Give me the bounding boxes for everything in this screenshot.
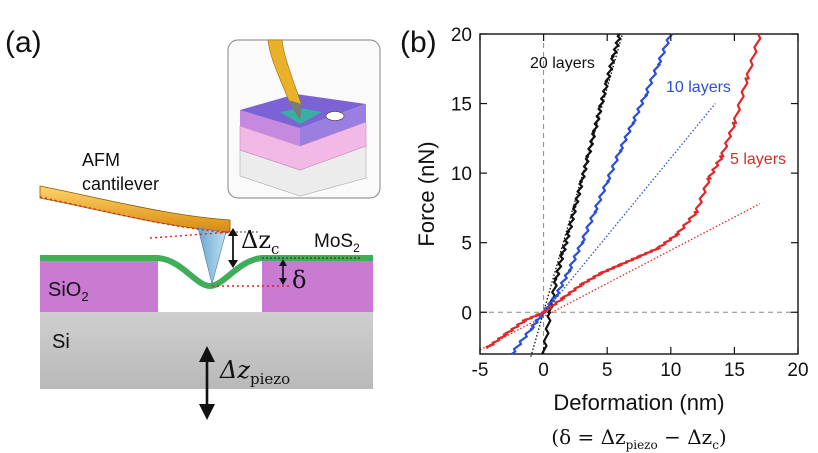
x-tick-label: 5 [602, 360, 613, 381]
series-label-1: 10 layers [666, 79, 731, 96]
afm-tip [197, 227, 227, 286]
panel-a-label: (a) [5, 26, 42, 59]
x-tick-label: 0 [538, 360, 549, 381]
y-tick-label: 5 [461, 234, 472, 255]
series-label-2: 5 layers [730, 151, 786, 168]
formula: (δ = Δzpiezo − Δzc) [551, 425, 726, 452]
fit-line-1 [530, 103, 716, 330]
cantilever-label-line1: AFM [82, 150, 120, 170]
force-deformation-chart: -5 0 5 10 15 20 0 5 10 15 20 20 layers 10 layers 5 … [451, 25, 809, 381]
dz-piezo-label: Δzpiezo [219, 356, 290, 388]
x-tick-label: 15 [724, 360, 745, 381]
panel-b: (b) -5 0 5 10 15 20 0 5 10 15 20 20 layers 10 laye… [400, 25, 809, 452]
inset-device [227, 39, 381, 199]
delta-label: δ [292, 266, 306, 294]
sio2-label: SiO2 [48, 279, 89, 304]
y-tick-label: 10 [451, 164, 472, 185]
series-line-0 [541, 33, 622, 355]
sio2-left [40, 258, 158, 312]
y-tick-label: 0 [461, 303, 472, 324]
cantilever-label-line2: cantilever [82, 174, 159, 194]
panel-a: (a) AFM cantilever Si SiO2 [5, 26, 381, 420]
series-line-2 [485, 33, 762, 350]
y-tick-label: 20 [451, 25, 472, 46]
series-label-0: 20 layers [530, 55, 595, 72]
mos2-label: MoS2 [314, 231, 360, 255]
x-tick-label: -5 [472, 360, 489, 381]
plot-frame [479, 33, 799, 355]
fit-line-2 [479, 203, 761, 351]
x-axis-label: Deformation (nm) [553, 390, 724, 415]
dz-c-label: Δzc [241, 226, 279, 258]
y-axis-label: Force (nN) [414, 141, 439, 246]
mos2-membrane [40, 255, 373, 290]
si-label: Si [52, 331, 70, 353]
y-tick-label: 15 [451, 95, 472, 116]
x-tick-label: 20 [787, 360, 808, 381]
x-tick-label: 10 [660, 360, 681, 381]
panel-b-label: (b) [400, 26, 437, 59]
sio2-right [262, 258, 373, 312]
